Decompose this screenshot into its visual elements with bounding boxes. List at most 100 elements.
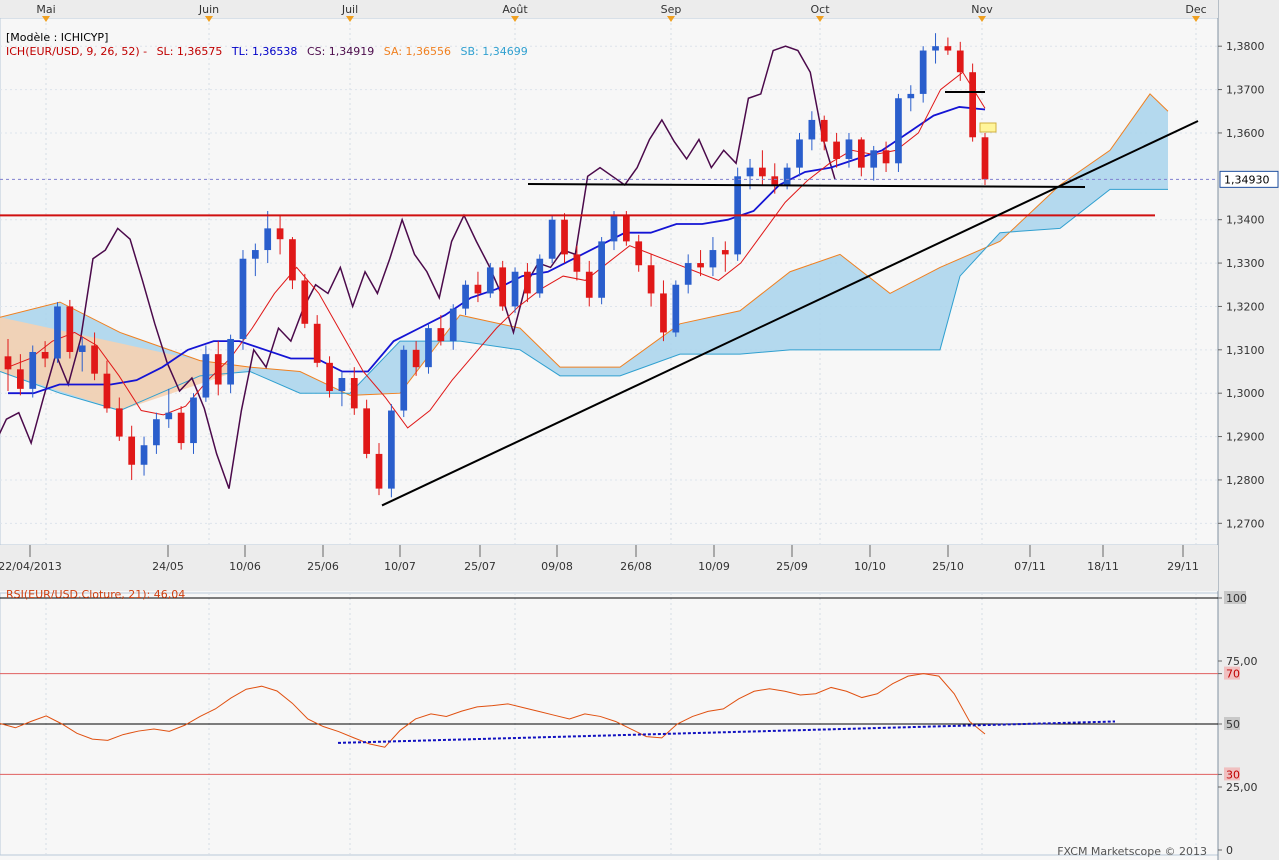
- month-label: Mai: [36, 3, 55, 16]
- price-tick-label: 1,3100: [1226, 344, 1265, 357]
- candle-body: [326, 362, 333, 392]
- ichimoku-cloud: [0, 93, 1168, 411]
- candle-body: [820, 119, 828, 142]
- candle-body: [870, 150, 878, 168]
- date-tick-label: 25/07: [464, 560, 496, 573]
- candle-body: [895, 98, 902, 164]
- ichimoku-cloud-bear: [0, 317, 250, 411]
- candle-body: [721, 250, 729, 255]
- date-tick-label: 09/08: [541, 560, 573, 573]
- candle-body: [227, 338, 234, 385]
- candle-body: [672, 284, 680, 333]
- rsi-tick-label: 30: [1226, 768, 1240, 781]
- date-tick-label: 25/10: [932, 560, 964, 573]
- month-label: Oct: [810, 3, 830, 16]
- price-tick-label: 1,2700: [1226, 517, 1265, 530]
- bottom-axis-bg: [0, 545, 1218, 591]
- rsi-tick-label: 50: [1226, 718, 1240, 731]
- candle-body: [425, 328, 432, 368]
- legend-tl: TL: 1,36538: [231, 45, 298, 58]
- candle-body: [412, 349, 420, 368]
- candle-body: [400, 349, 408, 411]
- rsi-tick-label: 25,00: [1226, 781, 1258, 794]
- top-axis-bg: [0, 0, 1218, 18]
- candle-body: [956, 50, 964, 73]
- candle-body: [91, 345, 98, 374]
- uptrend-line: [381, 120, 1199, 507]
- candle-body: [783, 167, 791, 185]
- last-price-label: 1,34930: [1224, 173, 1270, 186]
- legend-sa: SA: 1,36556: [383, 45, 452, 58]
- candle-body: [981, 137, 989, 180]
- candle-body: [140, 445, 148, 465]
- candle-body: [177, 412, 185, 444]
- legend-cs: CS: 1,34919: [306, 45, 375, 58]
- candle-body: [4, 356, 12, 370]
- price-panel: [0, 17, 1219, 546]
- rsi-tick-label: 70: [1226, 668, 1240, 681]
- candle-body: [561, 219, 568, 255]
- candle-body: [684, 263, 692, 285]
- support-line-black: [527, 183, 1086, 188]
- rsi-title: RSI(EUR/USD.Cloture, 21): 46,04: [6, 588, 186, 601]
- candle-body: [276, 228, 284, 240]
- candle-body: [202, 354, 210, 398]
- rsi-tick-label: 100: [1226, 592, 1247, 605]
- month-marker-icon: [511, 16, 519, 22]
- price-tick-label: 1,3800: [1226, 40, 1265, 53]
- candle-body: [103, 373, 111, 409]
- price-tick-label: 1,3300: [1226, 257, 1265, 270]
- month-marker-icon: [205, 16, 213, 22]
- candle-body: [845, 139, 853, 159]
- rsi-level-badge: [1224, 767, 1240, 781]
- date-tick-label: 10/06: [229, 560, 261, 573]
- candle-body: [363, 408, 371, 454]
- candle-body: [536, 258, 544, 294]
- date-tick-label: 18/11: [1087, 560, 1119, 573]
- legend-sl: SL: 1,36575: [156, 45, 223, 58]
- rsi-tick-label: 75,00: [1226, 655, 1258, 668]
- date-tick-label: 07/11: [1014, 560, 1046, 573]
- month-label: Sep: [661, 3, 682, 16]
- candle-body: [66, 306, 74, 352]
- month-marker-icon: [1192, 16, 1200, 22]
- candle-body: [907, 93, 915, 99]
- rsi-level-badge: [1224, 717, 1240, 730]
- candle-body: [474, 284, 482, 294]
- candle-body: [462, 284, 469, 309]
- candle-body: [17, 369, 24, 389]
- candle-body: [660, 293, 667, 333]
- month-label: Nov: [971, 3, 993, 16]
- date-tick-label: 10/07: [384, 560, 416, 573]
- candle-body: [388, 410, 395, 489]
- candle-body: [486, 267, 494, 294]
- candle-body: [499, 267, 507, 307]
- month-label: Dec: [1185, 3, 1206, 16]
- month-marker-icon: [346, 16, 354, 22]
- candle-body: [635, 241, 643, 266]
- candle-body: [375, 453, 383, 489]
- candle-body: [54, 306, 61, 359]
- candle-body: [524, 271, 531, 294]
- candle-body: [264, 228, 272, 251]
- date-tick-label: 29/11: [1167, 560, 1199, 573]
- candle-body: [41, 351, 49, 359]
- price-tick-label: 1,3200: [1226, 300, 1265, 313]
- date-tick-label: 26/08: [620, 560, 652, 573]
- chikou-span: [0, 45, 836, 489]
- candle-body: [771, 176, 779, 185]
- candle-body: [128, 436, 136, 465]
- candle-body: [598, 241, 605, 298]
- price-tick-label: 1,2800: [1226, 474, 1265, 487]
- candle-body: [214, 354, 222, 385]
- footer-credit: FXCM Marketscope © 2013: [1057, 845, 1207, 858]
- month-marker-icon: [42, 16, 50, 22]
- candle-body: [511, 271, 519, 307]
- candle-body: [759, 167, 766, 177]
- candle-body: [153, 419, 160, 446]
- candle-body: [932, 46, 939, 51]
- date-tick-label: 10/10: [854, 560, 886, 573]
- month-marker-icon: [667, 16, 675, 22]
- price-tick-label: 1,3600: [1226, 127, 1265, 140]
